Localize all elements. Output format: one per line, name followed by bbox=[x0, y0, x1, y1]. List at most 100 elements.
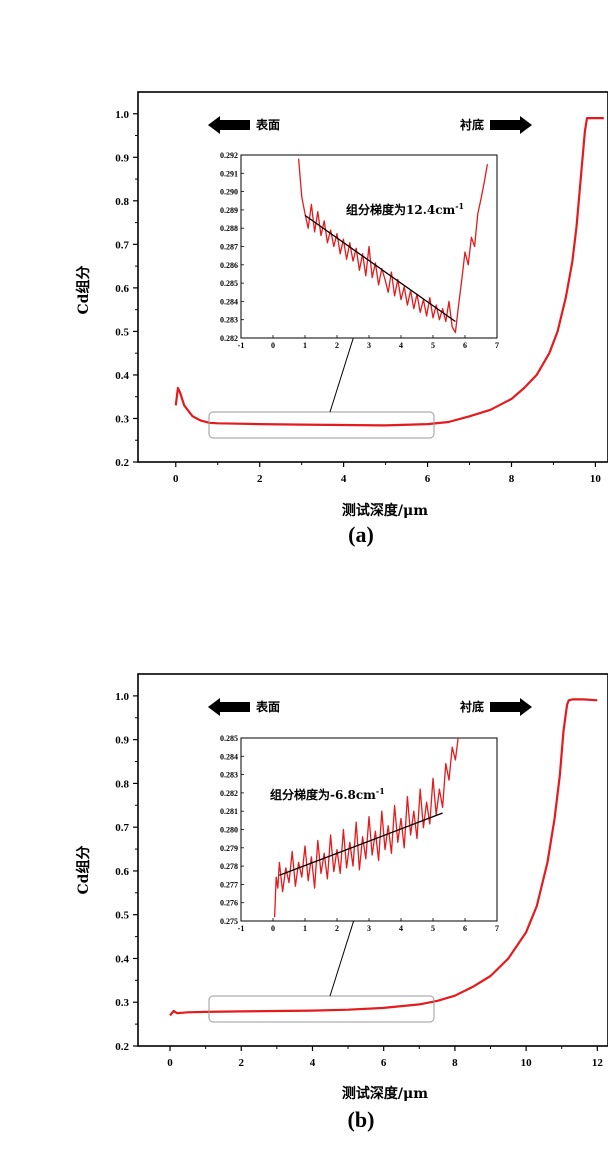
inset-y-tick-label: 0.283 bbox=[220, 316, 238, 325]
y-tick-label: 0.6 bbox=[115, 283, 129, 295]
x-tick-label: 2 bbox=[257, 473, 263, 485]
surface-label: 表面 bbox=[255, 699, 280, 714]
gradient-annotation-superscript: -1 bbox=[376, 786, 385, 796]
inset-x-tick-label: 2 bbox=[335, 924, 339, 933]
inset-y-tick-label: 0.284 bbox=[220, 297, 238, 306]
inset-fit-line bbox=[304, 214, 456, 323]
inset-y-tick-label: 0.285 bbox=[220, 279, 238, 288]
inset-fit-line bbox=[279, 812, 443, 876]
inset-y-tick-label: 0.277 bbox=[220, 880, 238, 889]
y-tick-label: 0.5 bbox=[115, 910, 129, 922]
substrate-label: 衬底 bbox=[460, 699, 484, 714]
x-tick-label: 8 bbox=[509, 473, 515, 485]
x-tick-label: 4 bbox=[341, 473, 347, 485]
inset-series-line bbox=[273, 738, 459, 918]
inset-x-tick-label: -1 bbox=[238, 341, 245, 350]
y-tick-label: 0.9 bbox=[115, 152, 129, 164]
x-axis-label: 测试深度/μm bbox=[342, 1085, 428, 1102]
y-axis-label: Cd组分 bbox=[75, 846, 92, 895]
x-tick-label: 6 bbox=[425, 473, 431, 485]
inset-x-tick-label: 2 bbox=[335, 341, 339, 350]
x-tick-label: 10 bbox=[521, 1057, 533, 1069]
inset-y-tick-label: 0.278 bbox=[220, 862, 238, 871]
inset-x-tick-label: -1 bbox=[238, 924, 245, 933]
y-tick-label: 1.0 bbox=[115, 691, 129, 703]
substrate-label: 衬底 bbox=[460, 117, 484, 132]
inset-x-tick-label: 6 bbox=[463, 341, 467, 350]
inset-x-tick-label: 4 bbox=[399, 924, 403, 933]
inset-x-tick-label: 5 bbox=[431, 341, 435, 350]
inset-x-tick-label: 1 bbox=[303, 924, 307, 933]
y-tick-label: 1.0 bbox=[115, 109, 129, 121]
inset-x-tick-label: 1 bbox=[303, 341, 307, 350]
inset-x-tick-label: 7 bbox=[495, 924, 499, 933]
gradient-annotation: 组分梯度为12.4cm-1 bbox=[346, 201, 464, 217]
inset-x-tick-label: 6 bbox=[463, 924, 467, 933]
x-tick-label: 0 bbox=[173, 473, 179, 485]
y-tick-label: 0.9 bbox=[115, 735, 129, 747]
x-tick-label: 10 bbox=[590, 473, 602, 485]
inset-series-line bbox=[297, 158, 489, 334]
inset-y-tick-label: 0.276 bbox=[220, 899, 238, 908]
inset-frame bbox=[240, 737, 498, 922]
panel-label: (b) bbox=[348, 1107, 375, 1132]
inset-y-tick-label: 0.286 bbox=[220, 261, 238, 270]
x-axis-label: 测试深度/μm bbox=[342, 502, 428, 519]
inset-x-tick-label: 0 bbox=[271, 924, 275, 933]
y-tick-label: 0.8 bbox=[115, 196, 129, 208]
inset-x-tick-label: 5 bbox=[431, 924, 435, 933]
inset-y-tick-label: 0.291 bbox=[220, 169, 238, 178]
inset-y-tick-label: 0.279 bbox=[220, 844, 238, 853]
y-tick-label: 0.4 bbox=[115, 953, 129, 965]
x-tick-label: 12 bbox=[592, 1057, 604, 1069]
surface-label: 表面 bbox=[255, 117, 280, 132]
inset-y-tick-label: 0.287 bbox=[220, 243, 238, 252]
gradient-annotation-superscript: -1 bbox=[455, 201, 464, 211]
inset-y-tick-label: 0.280 bbox=[220, 826, 238, 835]
x-tick-label: 8 bbox=[452, 1057, 458, 1069]
gradient-annotation: 组分梯度为-6.8cm-1 bbox=[270, 786, 385, 802]
y-tick-label: 0.3 bbox=[115, 997, 129, 1009]
highlight-box bbox=[208, 411, 435, 439]
y-tick-label: 0.5 bbox=[115, 326, 129, 338]
y-tick-label: 0.6 bbox=[115, 866, 129, 878]
series-line bbox=[169, 698, 598, 1017]
substrate-arrow-icon bbox=[490, 698, 532, 716]
inset-y-tick-label: 0.275 bbox=[220, 917, 238, 926]
x-tick-label: 2 bbox=[239, 1057, 245, 1069]
inset-y-tick-label: 0.288 bbox=[220, 224, 238, 233]
y-tick-label: 0.7 bbox=[115, 239, 129, 251]
plot-frame bbox=[137, 673, 608, 1047]
y-tick-label: 0.4 bbox=[115, 370, 129, 382]
panel-label: (a) bbox=[348, 522, 374, 547]
gradient-annotation-text: 组分梯度为12.4cm bbox=[346, 202, 456, 217]
inset-y-tick-label: 0.290 bbox=[220, 188, 238, 197]
substrate-arrow-icon bbox=[490, 116, 532, 134]
surface-arrow-icon bbox=[208, 698, 250, 716]
inset-x-tick-label: 4 bbox=[399, 341, 403, 350]
y-tick-label: 0.3 bbox=[115, 413, 129, 425]
gradient-annotation-text: 组分梯度为-6.8cm bbox=[270, 787, 376, 802]
highlight-box bbox=[208, 995, 435, 1023]
y-tick-label: 0.2 bbox=[115, 457, 129, 469]
y-axis-label: Cd组分 bbox=[75, 266, 92, 315]
inset-y-tick-label: 0.282 bbox=[220, 789, 238, 798]
inset-plot-area bbox=[297, 158, 489, 334]
inset-x-tick-label: 3 bbox=[367, 924, 371, 933]
series-line bbox=[174, 116, 604, 427]
inset-y-tick-label: 0.282 bbox=[220, 334, 238, 343]
y-tick-label: 0.2 bbox=[115, 1041, 129, 1053]
inset-y-tick-label: 0.281 bbox=[220, 807, 238, 816]
x-tick-label: 0 bbox=[167, 1057, 173, 1069]
y-tick-label: 0.8 bbox=[115, 778, 129, 790]
inset-y-tick-label: 0.284 bbox=[220, 752, 238, 761]
x-tick-label: 4 bbox=[310, 1057, 316, 1069]
inset-y-tick-label: 0.285 bbox=[220, 734, 238, 743]
inset-y-tick-label: 0.289 bbox=[220, 206, 238, 215]
inset-x-tick-label: 3 bbox=[367, 341, 371, 350]
inset-x-tick-label: 7 bbox=[495, 341, 499, 350]
inset-y-tick-label: 0.283 bbox=[220, 771, 238, 780]
inset-y-tick-label: 0.292 bbox=[220, 151, 238, 160]
inset-plot-area bbox=[273, 738, 459, 918]
